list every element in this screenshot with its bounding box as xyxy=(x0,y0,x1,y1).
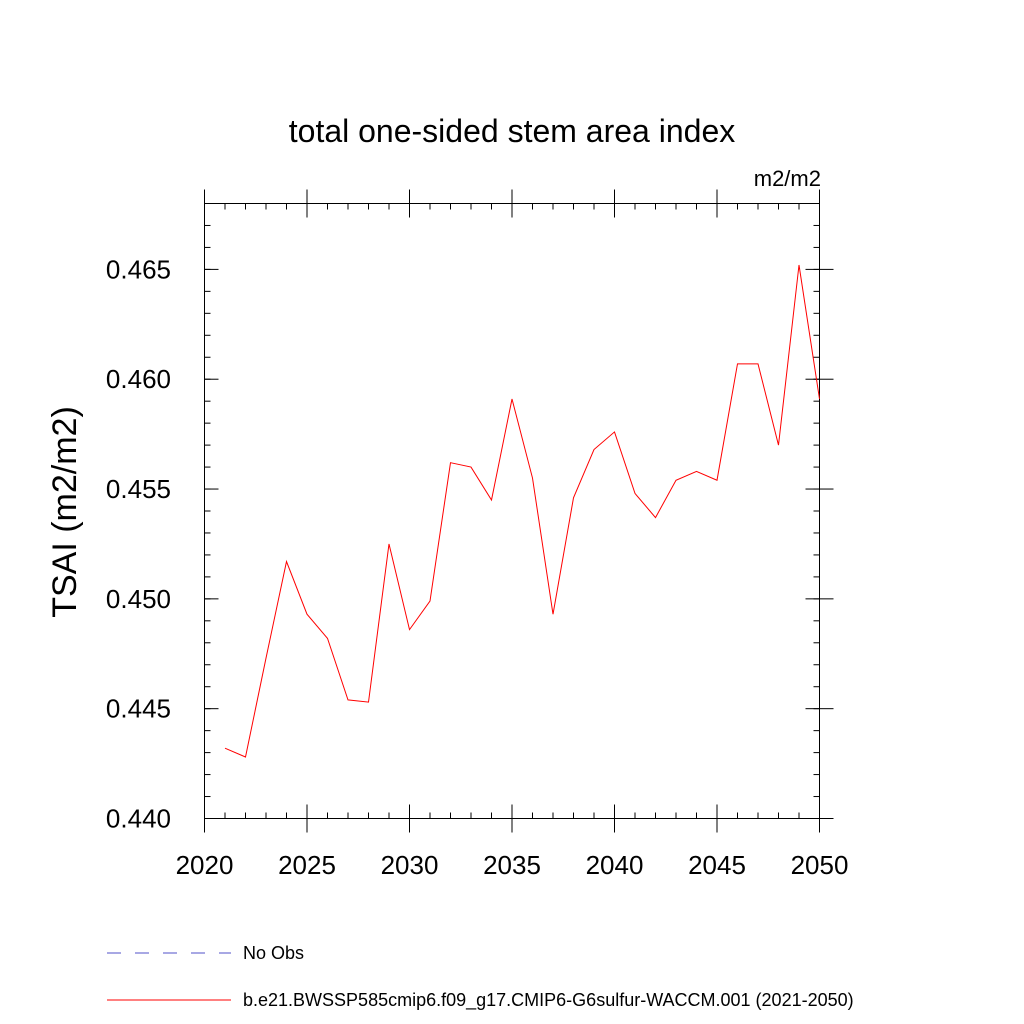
x-tick-label: 2035 xyxy=(483,850,541,880)
x-tick-labels: 2020 2025 2030 2035 2040 2045 2050 xyxy=(176,850,849,880)
x-tick-label: 2045 xyxy=(688,850,746,880)
y-tick-label: 0.440 xyxy=(106,804,171,834)
x-tick-label: 2050 xyxy=(791,850,849,880)
minor-ticks xyxy=(204,203,820,819)
x-tick-label: 2025 xyxy=(278,850,336,880)
y-axis-label: TSAI (m2/m2) xyxy=(46,406,84,618)
series-line-0 xyxy=(224,264,820,758)
y-tick-labels: 0.440 0.445 0.450 0.455 0.460 0.465 xyxy=(106,254,171,833)
y-tick-label: 0.445 xyxy=(106,694,171,724)
plot-frame xyxy=(204,203,820,819)
legend: No Obs b.e21.BWSSP585cmip6.f09_g17.CMIP6… xyxy=(107,943,854,1011)
x-tick-label: 2030 xyxy=(381,850,439,880)
chart-title: total one-sided stem area index xyxy=(289,113,735,149)
y-tick-label: 0.460 xyxy=(106,364,171,394)
y-tick-label: 0.465 xyxy=(106,254,171,284)
legend-label-no-obs: No Obs xyxy=(243,943,304,963)
major-ticks xyxy=(204,189,834,833)
units-label: m2/m2 xyxy=(754,166,821,191)
x-tick-label: 2020 xyxy=(176,850,234,880)
y-tick-label: 0.455 xyxy=(106,474,171,504)
legend-label-model: b.e21.BWSSP585cmip6.f09_g17.CMIP6-G6sulf… xyxy=(243,990,854,1011)
x-tick-label: 2040 xyxy=(586,850,644,880)
y-tick-label: 0.450 xyxy=(106,584,171,614)
series-layer xyxy=(224,264,820,758)
